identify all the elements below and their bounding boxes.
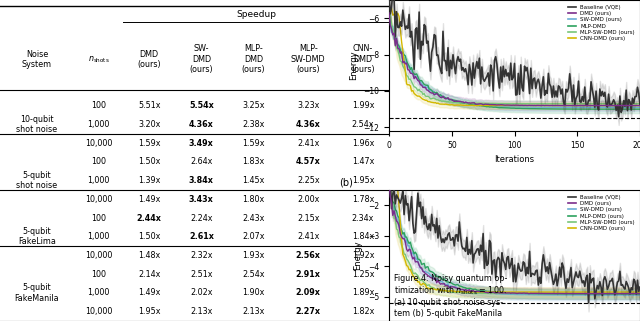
Text: CNN-
DMD
(ours): CNN- DMD (ours) <box>351 45 375 74</box>
Text: 2.44x: 2.44x <box>137 213 162 222</box>
Text: 1.84x: 1.84x <box>352 232 374 241</box>
Text: 2.41x: 2.41x <box>297 232 319 241</box>
Text: 1,000: 1,000 <box>88 176 110 185</box>
Text: 1.95x: 1.95x <box>352 176 374 185</box>
Text: $n_{\rm shots}$: $n_{\rm shots}$ <box>88 54 109 65</box>
Text: 2.14x: 2.14x <box>138 270 161 279</box>
Text: 1.78x: 1.78x <box>352 195 374 204</box>
Text: 10,000: 10,000 <box>85 195 112 204</box>
Text: SW-
DMD
(ours): SW- DMD (ours) <box>189 45 213 74</box>
Text: 3.49x: 3.49x <box>189 139 214 148</box>
Text: 1,000: 1,000 <box>88 120 110 129</box>
Text: 1.90x: 1.90x <box>242 288 264 298</box>
Text: (b): (b) <box>339 178 353 187</box>
Text: 1.96x: 1.96x <box>352 139 374 148</box>
Text: 1.50x: 1.50x <box>138 232 161 241</box>
Text: 3.23x: 3.23x <box>297 101 319 110</box>
Text: 2.24x: 2.24x <box>190 213 212 222</box>
Text: 2.38x: 2.38x <box>242 120 264 129</box>
Text: 5-qubit
FakeLima: 5-qubit FakeLima <box>18 227 56 247</box>
Text: 3.20x: 3.20x <box>138 120 161 129</box>
Text: 3.25x: 3.25x <box>242 101 265 110</box>
Text: 2.25x: 2.25x <box>297 176 319 185</box>
Text: 10,000: 10,000 <box>85 251 112 260</box>
Text: 2.02x: 2.02x <box>190 288 212 298</box>
X-axis label: Iterations: Iterations <box>495 155 534 164</box>
Text: 5.51x: 5.51x <box>138 101 161 110</box>
Text: 2.64x: 2.64x <box>190 157 212 166</box>
Text: 100: 100 <box>91 213 106 222</box>
Text: 5.54x: 5.54x <box>189 101 214 110</box>
Text: 1.45x: 1.45x <box>242 176 264 185</box>
Text: 1.95x: 1.95x <box>138 307 161 316</box>
Text: 10,000: 10,000 <box>85 307 112 316</box>
Text: 100: 100 <box>91 157 106 166</box>
Legend: Baseline (VQE), DMD (ours), SW-DMD (ours), MLP-DMD (ours), MLP-SW-DMD (ours), CN: Baseline (VQE), DMD (ours), SW-DMD (ours… <box>565 193 637 233</box>
Text: 1.49x: 1.49x <box>138 195 161 204</box>
Text: DMD
(ours): DMD (ours) <box>138 50 161 69</box>
Text: 4.36x: 4.36x <box>296 120 321 129</box>
Text: 1.83x: 1.83x <box>243 157 264 166</box>
Text: Noise
System: Noise System <box>22 50 52 69</box>
Text: MLP-
DMD
(ours): MLP- DMD (ours) <box>241 45 265 74</box>
Text: Figure 4: Noisy quantum op-
timization with $n_{\mathrm{shots}}$ = 100.
(a) 10-q: Figure 4: Noisy quantum op- timization w… <box>394 274 507 318</box>
Text: 1.25x: 1.25x <box>352 270 374 279</box>
Text: 1.59x: 1.59x <box>138 139 161 148</box>
Text: 1.47x: 1.47x <box>352 157 374 166</box>
Text: 2.56x: 2.56x <box>296 251 321 260</box>
Text: 3.84x: 3.84x <box>189 176 214 185</box>
Text: 1.39x: 1.39x <box>138 176 161 185</box>
Text: MLP-
SW-DMD
(ours): MLP- SW-DMD (ours) <box>291 45 326 74</box>
Text: 2.34x: 2.34x <box>352 213 374 222</box>
Text: 1,000: 1,000 <box>88 288 110 298</box>
Text: 10,000: 10,000 <box>85 139 112 148</box>
Text: 4.57x: 4.57x <box>296 157 321 166</box>
Text: Speedup: Speedup <box>236 10 276 19</box>
Text: 1.48x: 1.48x <box>138 251 161 260</box>
Text: 1.82x: 1.82x <box>352 307 374 316</box>
Text: 1.99x: 1.99x <box>352 101 374 110</box>
Text: 2.61x: 2.61x <box>189 232 214 241</box>
Text: 2.27x: 2.27x <box>296 307 321 316</box>
Text: 2.54x: 2.54x <box>352 120 374 129</box>
Text: 2.32x: 2.32x <box>190 251 212 260</box>
Text: 2.13x: 2.13x <box>190 307 212 316</box>
Text: 2.41x: 2.41x <box>297 139 319 148</box>
Text: 1.50x: 1.50x <box>138 157 161 166</box>
Text: 100: 100 <box>91 101 106 110</box>
Text: 3.43x: 3.43x <box>189 195 214 204</box>
Text: 2.51x: 2.51x <box>190 270 212 279</box>
Text: 4.36x: 4.36x <box>189 120 214 129</box>
Text: 5-qubit
shot noise: 5-qubit shot noise <box>17 171 58 190</box>
Text: 2.91x: 2.91x <box>296 270 321 279</box>
Text: 1.92x: 1.92x <box>352 251 374 260</box>
Text: 2.54x: 2.54x <box>242 270 265 279</box>
Text: 2.07x: 2.07x <box>242 232 265 241</box>
Text: 2.43x: 2.43x <box>242 213 264 222</box>
Y-axis label: Energy: Energy <box>353 241 362 270</box>
Text: 2.15x: 2.15x <box>297 213 319 222</box>
Text: 1.59x: 1.59x <box>242 139 265 148</box>
Text: 1.80x: 1.80x <box>243 195 264 204</box>
Text: 100: 100 <box>91 270 106 279</box>
Text: 2.00x: 2.00x <box>297 195 319 204</box>
Text: 1.49x: 1.49x <box>138 288 161 298</box>
Text: 2.09x: 2.09x <box>296 288 321 298</box>
Text: 5-qubit
FakeManila: 5-qubit FakeManila <box>15 283 60 303</box>
Text: 2.13x: 2.13x <box>242 307 264 316</box>
Text: 10-qubit
shot noise: 10-qubit shot noise <box>17 115 58 134</box>
Y-axis label: Energy: Energy <box>349 51 358 80</box>
Legend: Baseline (VQE), DMD (ours), SW-DMD (ours), MLP-DMD, MLP-SW-DMD (ours), CNN-DMD (: Baseline (VQE), DMD (ours), SW-DMD (ours… <box>565 3 637 43</box>
Text: 1.93x: 1.93x <box>242 251 264 260</box>
Text: 1.89x: 1.89x <box>352 288 374 298</box>
Text: 1,000: 1,000 <box>88 232 110 241</box>
